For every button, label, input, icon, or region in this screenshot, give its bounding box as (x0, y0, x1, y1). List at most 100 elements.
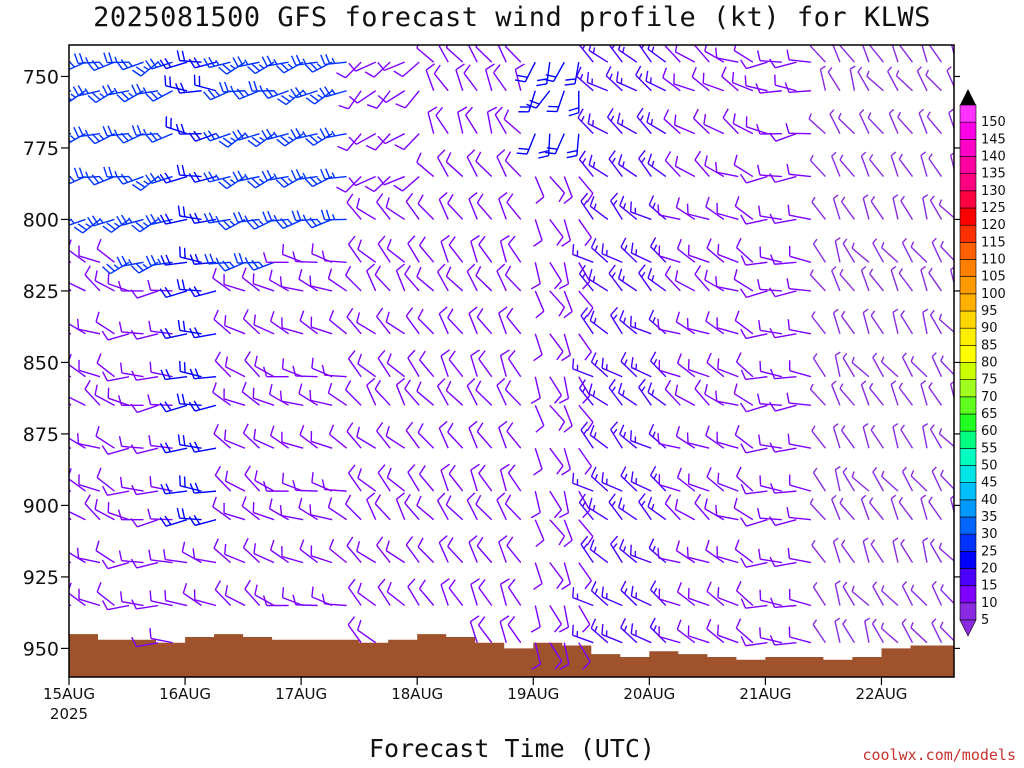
wind-barb (740, 214, 768, 225)
barb-staff (898, 272, 914, 292)
barb-staff (107, 447, 130, 455)
barb-staff (563, 605, 570, 628)
wind-barb (745, 116, 768, 135)
wind-barb (898, 153, 914, 177)
barb-staff (534, 642, 542, 665)
barb-flag (407, 578, 416, 588)
barb-flag (437, 149, 446, 158)
barb-staff (704, 393, 725, 406)
wind-barb (734, 539, 754, 564)
wind-barb (203, 130, 231, 142)
wind-barb (544, 133, 565, 155)
barb-flag (242, 537, 249, 548)
barb-staff (897, 116, 913, 135)
barb-staff (618, 392, 638, 406)
barb-flag (418, 465, 426, 475)
barb-staff (269, 393, 289, 406)
wind-barb (759, 360, 783, 378)
barb-half-flag (244, 132, 249, 138)
barb-staff (498, 541, 507, 563)
barb-flag (437, 263, 446, 273)
wind-barb (386, 467, 406, 492)
barb-half-flag (851, 585, 855, 592)
barb-half-flag (809, 383, 814, 390)
barb-half-flag (940, 584, 944, 590)
wind-barb (78, 245, 101, 264)
wind-barb (533, 333, 543, 362)
barb-staff (427, 112, 435, 134)
wind-barb (386, 581, 406, 607)
barb-staff (214, 360, 232, 378)
barb-staff (385, 321, 406, 335)
barb-flag (189, 328, 196, 338)
barb-staff (165, 376, 188, 381)
barb-staff (580, 200, 594, 220)
barb-flag (203, 131, 211, 142)
barb-staff (587, 123, 609, 135)
barb-staff (478, 472, 493, 492)
wind-barb (635, 65, 652, 92)
barb-flag (181, 508, 186, 519)
barb-flag (182, 206, 186, 217)
barb-flag (366, 492, 376, 501)
barb-staff (385, 206, 406, 221)
barb-flag (601, 357, 604, 369)
barb-flag (457, 106, 468, 113)
barb-staff (691, 76, 710, 92)
barb-staff (69, 323, 86, 335)
barb-half-flag (916, 66, 922, 72)
wind-barb (102, 125, 130, 137)
barb-staff (842, 623, 856, 644)
barb-flag (405, 307, 414, 317)
barb-staff (376, 544, 391, 564)
wind-barb (920, 151, 928, 177)
barb-staff (438, 427, 449, 449)
wind-barb (549, 261, 563, 290)
barb-flag (118, 550, 123, 561)
barb-staff (929, 428, 943, 449)
barb-flag (224, 429, 227, 441)
wind-barb (496, 492, 507, 521)
barb-flag (735, 352, 742, 363)
barb-flag (261, 89, 269, 99)
barb-staff (355, 61, 376, 72)
barb-flag (498, 191, 508, 200)
wind-barb (376, 193, 391, 220)
barb-half-flag (592, 390, 596, 397)
barb-half-flag (70, 135, 76, 140)
barb-flag (674, 384, 679, 396)
wind-barb (758, 434, 783, 449)
wind-barb (578, 176, 594, 203)
wind-barb (648, 423, 667, 449)
barb-staff (507, 358, 522, 378)
barb-staff (436, 500, 449, 521)
barb-flag (758, 205, 761, 217)
barb-staff (376, 316, 391, 335)
wind-barb (299, 310, 319, 335)
barb-half-flag (316, 219, 322, 225)
barb-flag (87, 216, 95, 227)
barb-flag (356, 426, 361, 438)
barb-flag (586, 421, 594, 432)
barb-staff (774, 490, 797, 494)
barb-half-flag (84, 88, 89, 94)
barb-flag (118, 435, 123, 447)
barb-flag (117, 509, 123, 520)
barb-flag (232, 171, 239, 182)
barb-flag (193, 57, 201, 67)
x-tick-label: 20AUG (623, 685, 675, 703)
credit-link[interactable]: coolwx.com/models (862, 746, 1016, 764)
barb-staff (357, 248, 377, 263)
wind-barb (716, 317, 739, 335)
barb-staff (717, 441, 739, 449)
barb-staff (658, 214, 681, 221)
barb-staff (811, 544, 826, 564)
wind-barb (164, 75, 188, 92)
wind-barb (159, 515, 188, 527)
wind-barb (578, 642, 591, 670)
barb-flag (251, 177, 261, 186)
barb-flag (590, 466, 597, 477)
barb-flag (418, 236, 426, 246)
barb-flag (676, 581, 682, 593)
barb-half-flag (287, 63, 294, 69)
